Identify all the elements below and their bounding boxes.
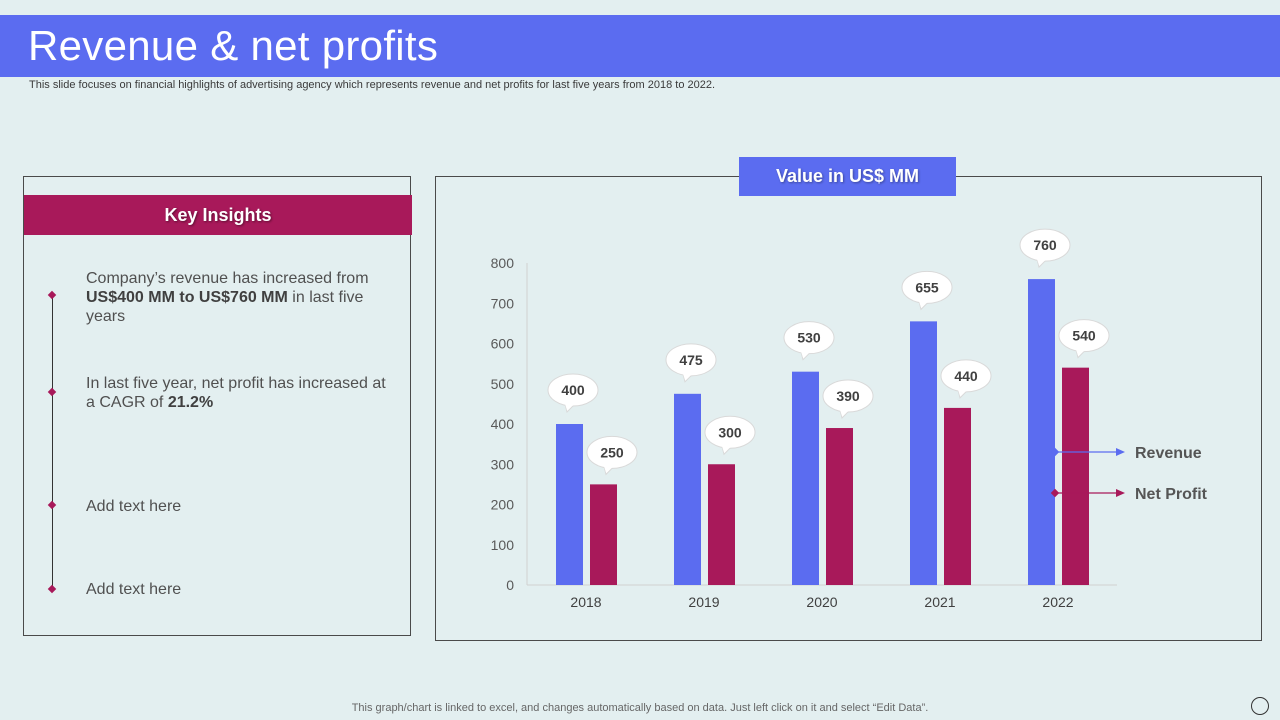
net-profit-bar bbox=[708, 464, 735, 585]
page-subtitle: This slide focuses on financial highligh… bbox=[29, 79, 716, 91]
revenue-data-label-pointer-fill bbox=[1037, 259, 1047, 266]
net-profit-data-label: 390 bbox=[836, 388, 860, 404]
y-tick-label: 800 bbox=[491, 255, 515, 271]
net-profit-data-label-bubble bbox=[1058, 319, 1110, 353]
x-tick-label: 2019 bbox=[688, 594, 719, 610]
insight-item-1: Company’s revenue has increased from US$… bbox=[86, 270, 369, 325]
y-tick-label: 700 bbox=[491, 295, 515, 311]
y-tick-label: 0 bbox=[506, 577, 514, 593]
y-tick-label: 600 bbox=[491, 336, 515, 352]
legend-arrow-icon bbox=[1116, 448, 1125, 456]
net-profit-data-label-bubble bbox=[586, 435, 638, 469]
revenue-data-label: 760 bbox=[1033, 237, 1057, 253]
y-tick-label: 500 bbox=[491, 376, 515, 392]
revenue-bar bbox=[910, 321, 937, 585]
revenue-data-label-pointer-fill bbox=[801, 351, 811, 358]
x-tick-label: 2020 bbox=[806, 594, 837, 610]
revenue-data-label-bubble bbox=[547, 373, 599, 407]
revenue-data-label-bubble bbox=[665, 343, 717, 377]
insight-item-2: In last five year, net profit has increa… bbox=[86, 375, 386, 411]
revenue-bar bbox=[556, 424, 583, 585]
y-tick-label: 100 bbox=[491, 537, 515, 553]
y-tick-label: 200 bbox=[491, 497, 515, 513]
net-profit-bar bbox=[590, 484, 617, 585]
revenue-bar bbox=[792, 371, 819, 585]
x-tick-label: 2022 bbox=[1042, 594, 1073, 610]
legend-diamond-icon bbox=[1050, 447, 1060, 457]
x-tick-label: 2021 bbox=[924, 594, 955, 610]
y-tick-label: 400 bbox=[491, 416, 515, 432]
revenue-data-label-pointer-fill bbox=[565, 404, 575, 410]
key-insights-header: Key Insights bbox=[24, 195, 412, 235]
net-profit-data-label-pointer-fill bbox=[1076, 349, 1086, 356]
revenue-bar bbox=[1028, 279, 1055, 585]
net-profit-data-label-pointer-fill bbox=[958, 389, 968, 396]
net-profit-data-label-bubble bbox=[940, 359, 992, 393]
title-bar bbox=[0, 15, 1280, 77]
net-profit-data-label: 440 bbox=[954, 368, 978, 384]
legend-label: Net Profit bbox=[1135, 486, 1208, 503]
legend-arrow-icon bbox=[1116, 489, 1125, 497]
revenue-bar bbox=[674, 393, 701, 585]
net-profit-data-label-pointer-fill bbox=[604, 466, 614, 473]
legend-label: Revenue bbox=[1135, 445, 1202, 462]
chart-title: Value in US$ MM bbox=[739, 157, 956, 196]
net-profit-bar bbox=[826, 428, 853, 585]
revenue-data-label-bubble bbox=[1019, 228, 1071, 262]
legend-diamond-icon bbox=[1050, 488, 1060, 498]
key-insights-panel: Key Insights Company’s revenue has incre… bbox=[23, 176, 412, 636]
revenue-data-label: 475 bbox=[679, 352, 703, 368]
net-profit-data-label: 540 bbox=[1072, 328, 1096, 344]
revenue-data-label: 400 bbox=[561, 382, 585, 398]
x-tick-label: 2018 bbox=[570, 594, 601, 610]
revenue-data-label-pointer-fill bbox=[683, 373, 693, 380]
net-profit-bar bbox=[1062, 367, 1089, 585]
revenue-data-label-bubble bbox=[783, 321, 835, 355]
revenue-data-label-pointer-fill bbox=[919, 301, 929, 308]
revenue-data-label-bubble bbox=[901, 270, 953, 304]
net-profit-data-label-bubble bbox=[822, 379, 874, 413]
footer-note: This graph/chart is linked to excel, and… bbox=[351, 702, 929, 714]
net-profit-data-label: 250 bbox=[600, 444, 624, 460]
page-title: Revenue & net profits bbox=[28, 22, 439, 69]
y-tick-label: 300 bbox=[491, 456, 515, 472]
insight-item-4: Add text here bbox=[86, 581, 182, 598]
revenue-data-label: 530 bbox=[797, 330, 821, 346]
net-profit-data-label-pointer-fill bbox=[722, 446, 732, 453]
net-profit-bar bbox=[944, 407, 971, 585]
net-profit-data-label-pointer-fill bbox=[840, 410, 850, 417]
net-profit-data-label-bubble bbox=[704, 415, 756, 449]
insight-item-3: Add text here bbox=[86, 498, 182, 515]
net-profit-data-label: 300 bbox=[718, 424, 742, 440]
circle-icon bbox=[1251, 697, 1269, 715]
revenue-data-label: 655 bbox=[915, 279, 939, 295]
timeline-line bbox=[52, 295, 53, 591]
